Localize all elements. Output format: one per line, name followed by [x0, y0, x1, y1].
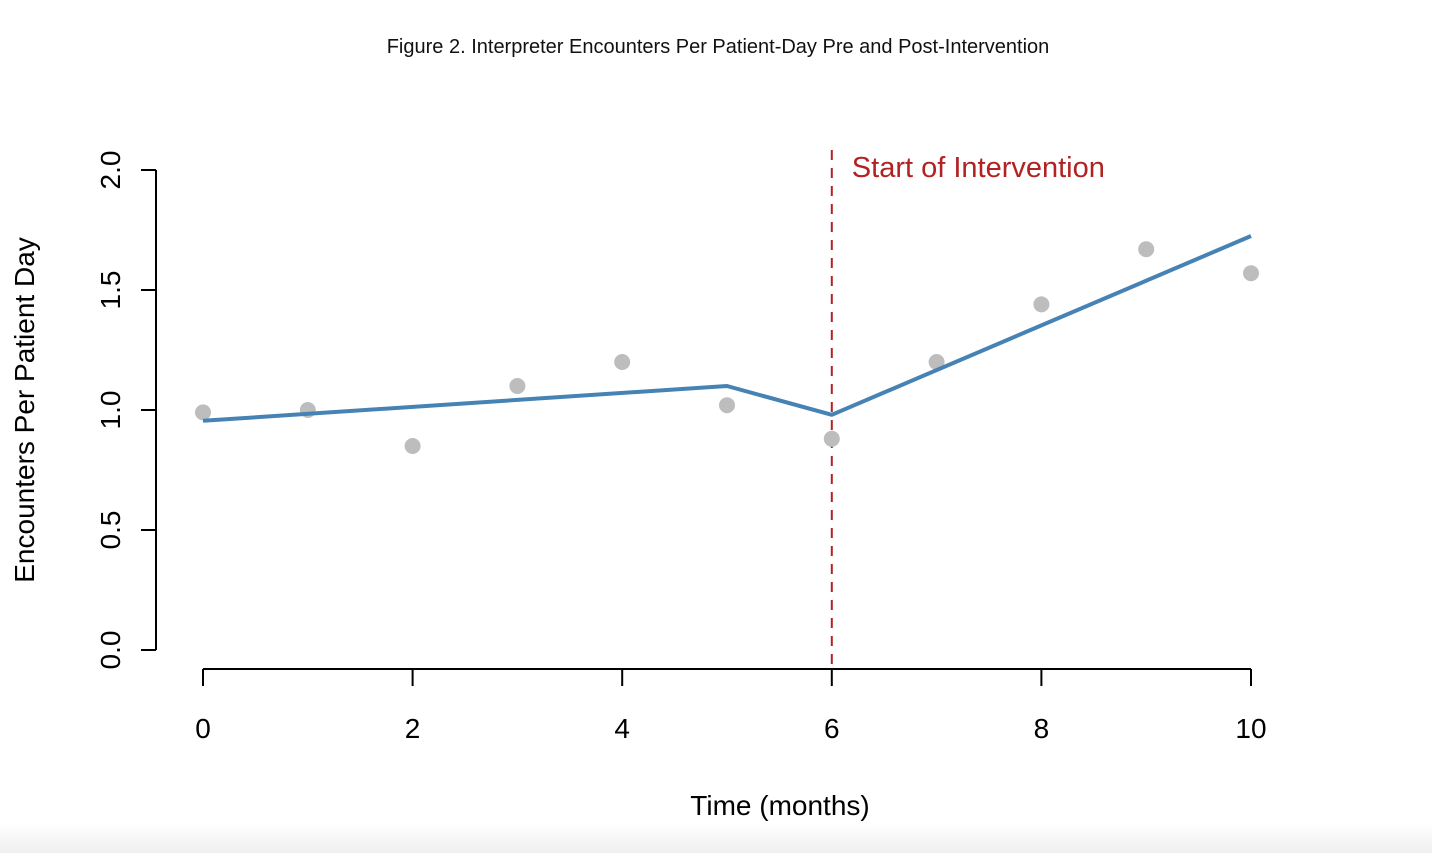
data-point: [928, 354, 945, 370]
x-tick-label: 6: [824, 713, 840, 744]
data-point: [719, 397, 735, 414]
bottom-fade: [0, 823, 1432, 853]
data-point: [823, 430, 840, 447]
data-point: [509, 378, 526, 394]
x-tick-label: 0: [195, 713, 211, 744]
data-point: [1033, 296, 1050, 313]
y-tick-label: 1.5: [95, 271, 126, 310]
x-tick-label: 10: [1235, 713, 1266, 744]
y-tick-label: 0.0: [95, 631, 126, 670]
y-axis-ticks: 0.0 0.5 1.0 1.5 2.0: [95, 151, 156, 670]
data-point: [614, 354, 631, 370]
y-tick-label: 2.0: [95, 151, 126, 190]
data-point: [1243, 265, 1259, 282]
intervention-label: Start of Intervention: [852, 152, 1105, 184]
chart-title: Figure 2. Interpreter Encounters Per Pat…: [387, 36, 1050, 58]
x-tick-label: 8: [1034, 713, 1050, 744]
x-axis-ticks: 0 2 4 6 8 10: [195, 669, 1267, 744]
x-axis-label: Time (months): [690, 790, 869, 821]
data-points: [195, 241, 1259, 454]
x-tick-label: 2: [405, 713, 421, 744]
y-axis-label: Encounters Per Patient Day: [9, 237, 40, 583]
data-point: [1138, 241, 1155, 258]
y-tick-label: 1.0: [95, 391, 126, 430]
data-point: [404, 438, 421, 454]
x-tick-label: 4: [614, 713, 630, 744]
y-tick-label: 0.5: [95, 511, 126, 550]
data-point: [195, 404, 211, 421]
trend-line: [202, 234, 1252, 423]
